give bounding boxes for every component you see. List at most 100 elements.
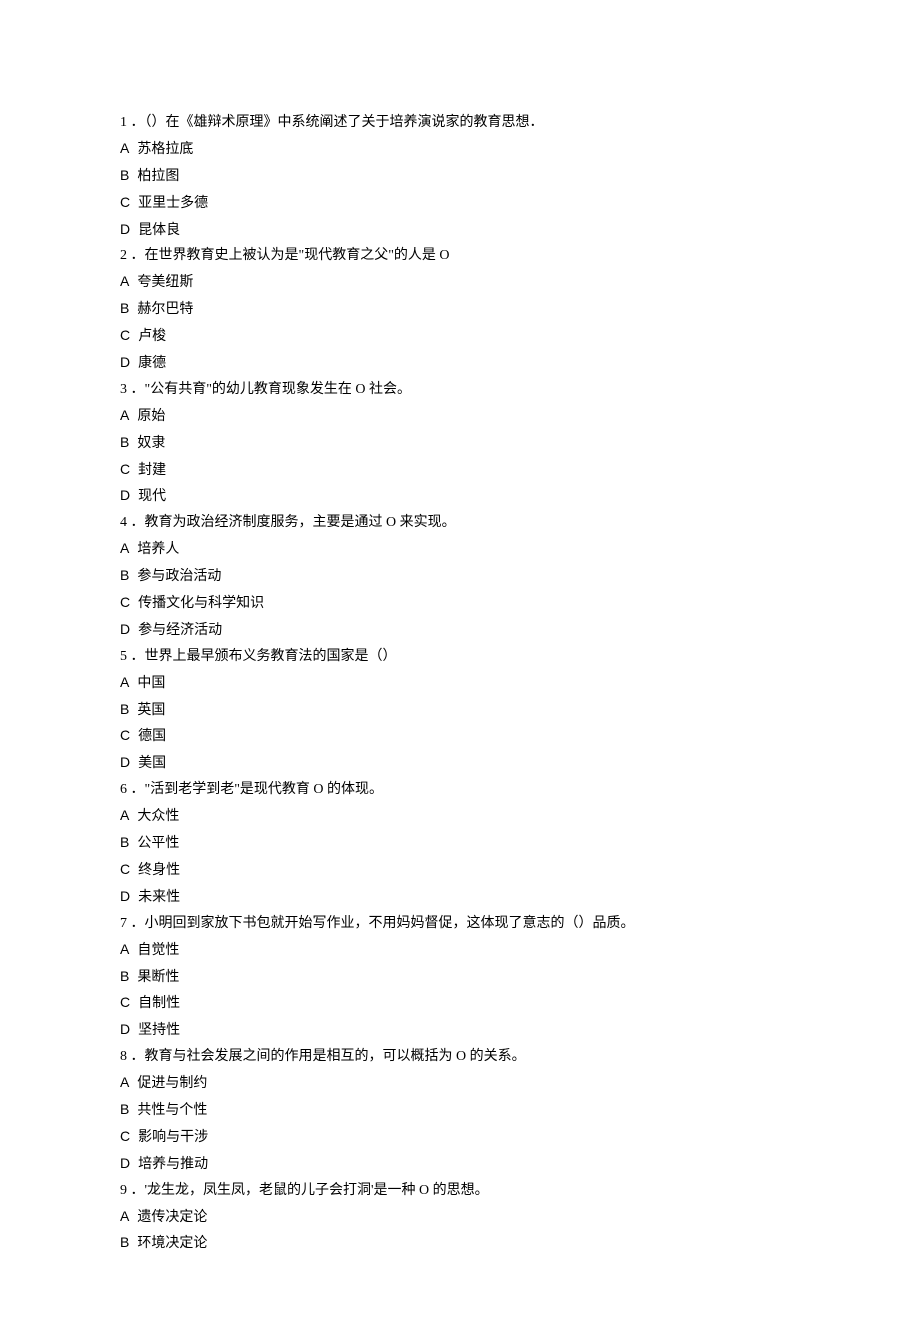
option-letter: D (120, 754, 130, 770)
option-letter: B (120, 1234, 129, 1250)
option-text: 赫尔巴特 (137, 302, 193, 317)
option: A遗传决定论 (120, 1204, 800, 1231)
question-number: 9 (120, 1183, 127, 1198)
option: D未来性 (120, 884, 800, 911)
option: A培养人 (120, 536, 800, 563)
option: D 美国 (120, 750, 800, 777)
option-letter: A (120, 1074, 129, 1090)
question-number: 6 (120, 782, 127, 797)
option-text: 原始 (137, 409, 165, 424)
option-text: 苏格拉底 (137, 142, 193, 157)
option-text: 大众性 (137, 809, 179, 824)
option: B 英国 (120, 697, 800, 724)
option-text: 培养与推动 (138, 1157, 208, 1172)
document-container: 1 ．（）在《雄辩术原理》中系统阐述了关于培养演说家的教育思想．A苏格拉底B柏拉… (120, 110, 800, 1257)
option-letter: A (120, 140, 129, 156)
option-letter: D (120, 1021, 130, 1037)
question-number: 8 (120, 1049, 127, 1064)
option-text: 影响与干涉 (138, 1130, 208, 1145)
question-block: 7 ．小明回到家放下书包就开始写作业，不用妈妈督促，这体现了意志的（）品质。A自… (120, 911, 800, 1044)
question-separator: ． (127, 248, 145, 263)
option-letter: B (120, 968, 129, 984)
option-text: 柏拉图 (137, 169, 179, 184)
question-body: "活到老学到老"是现代教育 O 的体现。 (145, 782, 384, 797)
option-letter: D (120, 221, 130, 237)
option: B果断性 (120, 964, 800, 991)
option: B 参与政治活动 (120, 563, 800, 590)
option: C终身性 (120, 857, 800, 884)
question-number: 3 (120, 382, 127, 397)
option-letter: C (120, 327, 130, 343)
option-text: 康德 (138, 356, 166, 371)
option: B环境决定论 (120, 1230, 800, 1257)
option-letter: A (120, 273, 129, 289)
question-separator: ． (127, 782, 145, 797)
option-letter: B (120, 567, 129, 583)
question-separator: ． (127, 916, 145, 931)
question-body: '龙生龙，凤生凤，老鼠的儿子会打洞'是一种 O 的思想。 (145, 1183, 489, 1198)
question-body: 世界上最早颁布义务教育法的国家是（） (145, 649, 397, 664)
option: B奴隶 (120, 430, 800, 457)
question-body: 教育与社会发展之间的作用是相互的，可以概括为 O 的关系。 (145, 1049, 526, 1064)
question-body: "公有共育"的幼儿教育现象发生在 O 社会。 (145, 382, 412, 397)
option-letter: D (120, 1155, 130, 1171)
option: B 共性与个性 (120, 1097, 800, 1124)
option-letter: B (120, 1101, 129, 1117)
option-text: 坚持性 (138, 1023, 180, 1038)
option: C自制性 (120, 990, 800, 1017)
option-text: 公平性 (137, 836, 179, 851)
option: C德国 (120, 723, 800, 750)
question-separator: ． (127, 115, 145, 130)
option: C卢梭 (120, 323, 800, 350)
option: C 亚里士多德 (120, 190, 800, 217)
option-text: 英国 (137, 703, 165, 718)
question-separator: ． (127, 382, 145, 397)
option-letter: A (120, 941, 129, 957)
option-text: 促进与制约 (137, 1076, 207, 1091)
question-number: 5 (120, 649, 127, 664)
option-letter: B (120, 834, 129, 850)
option-letter: A (120, 807, 129, 823)
question-separator: ． (127, 1049, 145, 1064)
question-block: 2 ．在世界教育史上被认为是"现代教育之父"的人是 OA夸美纽斯B赫尔巴特C卢梭… (120, 243, 800, 376)
option: C传播文化与科学知识 (120, 590, 800, 617)
option-text: 自制性 (138, 996, 180, 1011)
option: B 赫尔巴特 (120, 296, 800, 323)
option: C封建 (120, 457, 800, 484)
option: D参与经济活动 (120, 617, 800, 644)
option-letter: D (120, 354, 130, 370)
question-text: 6 ．"活到老学到老"是现代教育 O 的体现。 (120, 777, 800, 803)
option-letter: C (120, 727, 130, 743)
option-letter: A (120, 674, 129, 690)
option-letter: B (120, 300, 129, 316)
question-block: 8 ．教育与社会发展之间的作用是相互的，可以概括为 O 的关系。 A 促进与制约 B共… (120, 1044, 800, 1177)
question-block: 6 ．"活到老学到老"是现代教育 O 的体现。 A 大众性 B 公平性 C终身性D未来性 (120, 777, 800, 910)
option-text: 终身性 (138, 863, 180, 878)
option: A 苏格拉底 (120, 136, 800, 163)
question-body: （）在《雄辩术原理》中系统阐述了关于培养演说家的教育思想． (145, 115, 544, 130)
question-text: 9 ．'龙生龙，凤生凤，老鼠的儿子会打洞'是一种 O 的思想。 (120, 1178, 800, 1204)
option-letter: D (120, 888, 130, 904)
option-text: 夸美纽斯 (137, 275, 193, 290)
option: D现代 (120, 483, 800, 510)
option-text: 亚里士多德 (138, 196, 208, 211)
option-text: 现代 (138, 489, 166, 504)
option-text: 共性与个性 (137, 1103, 207, 1118)
option-letter: A (120, 540, 129, 556)
option-letter: B (120, 701, 129, 717)
option: C影响与干涉 (120, 1124, 800, 1151)
question-text: 8 ．教育与社会发展之间的作用是相互的，可以概括为 O 的关系。 (120, 1044, 800, 1070)
option: D昆体良 (120, 217, 800, 244)
question-text: 5 ．世界上最早颁布义务教育法的国家是（） (120, 644, 800, 670)
option: A 促进与制约 (120, 1070, 800, 1097)
question-block: 9 ．'龙生龙，凤生凤，老鼠的儿子会打洞'是一种 O 的思想。A遗传决定论B环境… (120, 1178, 800, 1258)
option-text: 奴隶 (137, 436, 165, 451)
question-block: 3 ．"公有共育"的幼儿教育现象发生在 O 社会。A原始B奴隶C封建D现代 (120, 377, 800, 510)
option: A自觉性 (120, 937, 800, 964)
question-block: 4 ．教育为政治经济制度服务，主要是通过 O 来实现。A培养人B参与政治活动C传… (120, 510, 800, 643)
option-letter: C (120, 461, 130, 477)
question-body: 在世界教育史上被认为是"现代教育之父"的人是 O (145, 248, 450, 263)
option-text: 美国 (138, 756, 166, 771)
option-text: 参与政治活动 (137, 569, 221, 584)
option-letter: C (120, 194, 130, 210)
